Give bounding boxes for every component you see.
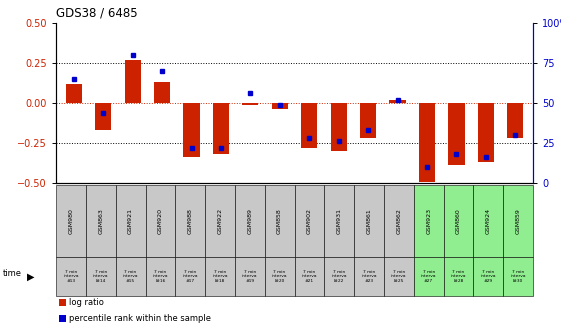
Text: 7 min
interva
l#25: 7 min interva l#25 bbox=[391, 270, 407, 283]
Bar bbox=[125, 60, 141, 103]
Text: GSM989: GSM989 bbox=[247, 208, 252, 234]
Bar bbox=[272, 103, 288, 110]
Text: 7 min
interva
#23: 7 min interva #23 bbox=[361, 270, 377, 283]
Text: GSM931: GSM931 bbox=[337, 208, 342, 234]
Bar bbox=[330, 103, 347, 151]
Text: 7 min
interva
l#20: 7 min interva l#20 bbox=[272, 270, 287, 283]
Text: GSM980: GSM980 bbox=[68, 208, 73, 234]
Text: GSM863: GSM863 bbox=[98, 208, 103, 234]
Bar bbox=[154, 82, 170, 103]
Text: GSM924: GSM924 bbox=[486, 208, 491, 234]
Text: GSM923: GSM923 bbox=[426, 208, 431, 234]
Text: 7 min
interva
l#22: 7 min interva l#22 bbox=[332, 270, 347, 283]
Text: time: time bbox=[3, 268, 22, 278]
Text: log ratio: log ratio bbox=[69, 298, 104, 307]
Text: ▶: ▶ bbox=[27, 271, 34, 281]
Text: GSM859: GSM859 bbox=[516, 208, 521, 234]
Text: 7 min
interva
#15: 7 min interva #15 bbox=[123, 270, 139, 283]
Text: 7 min
interva
#17: 7 min interva #17 bbox=[182, 270, 198, 283]
Text: GDS38 / 6485: GDS38 / 6485 bbox=[56, 7, 137, 20]
Text: 7 min
interva
#19: 7 min interva #19 bbox=[242, 270, 257, 283]
Text: 7 min
interva
#27: 7 min interva #27 bbox=[421, 270, 436, 283]
Text: GSM862: GSM862 bbox=[396, 208, 401, 234]
Text: 7 min
interva
l#30: 7 min interva l#30 bbox=[511, 270, 526, 283]
Bar bbox=[242, 103, 259, 105]
Text: GSM988: GSM988 bbox=[188, 208, 193, 234]
Text: 7 min
interva
#29: 7 min interva #29 bbox=[480, 270, 496, 283]
Text: 7 min
interva
l#14: 7 min interva l#14 bbox=[93, 270, 109, 283]
Text: 7 min
interva
#21: 7 min interva #21 bbox=[302, 270, 317, 283]
Bar bbox=[95, 103, 111, 130]
Bar bbox=[507, 103, 523, 138]
Text: GSM861: GSM861 bbox=[366, 208, 371, 233]
Text: GSM902: GSM902 bbox=[307, 208, 312, 234]
Text: GSM922: GSM922 bbox=[218, 208, 223, 234]
Text: percentile rank within the sample: percentile rank within the sample bbox=[69, 314, 211, 323]
Text: 7 min
interva
#13: 7 min interva #13 bbox=[63, 270, 79, 283]
Text: GSM921: GSM921 bbox=[128, 208, 133, 234]
Text: GSM858: GSM858 bbox=[277, 208, 282, 233]
Bar bbox=[448, 103, 465, 165]
Bar bbox=[66, 84, 82, 103]
Bar bbox=[183, 103, 200, 158]
Text: 7 min
interva
l#28: 7 min interva l#28 bbox=[450, 270, 466, 283]
Bar bbox=[419, 103, 435, 181]
Bar bbox=[301, 103, 318, 148]
Bar bbox=[389, 100, 406, 103]
Bar bbox=[478, 103, 494, 162]
Text: GSM860: GSM860 bbox=[456, 208, 461, 233]
Text: GSM920: GSM920 bbox=[158, 208, 163, 234]
Bar bbox=[213, 103, 229, 154]
Text: 7 min
interva
l#18: 7 min interva l#18 bbox=[212, 270, 228, 283]
Text: 7 min
interva
l#16: 7 min interva l#16 bbox=[153, 270, 168, 283]
Bar bbox=[360, 103, 376, 138]
